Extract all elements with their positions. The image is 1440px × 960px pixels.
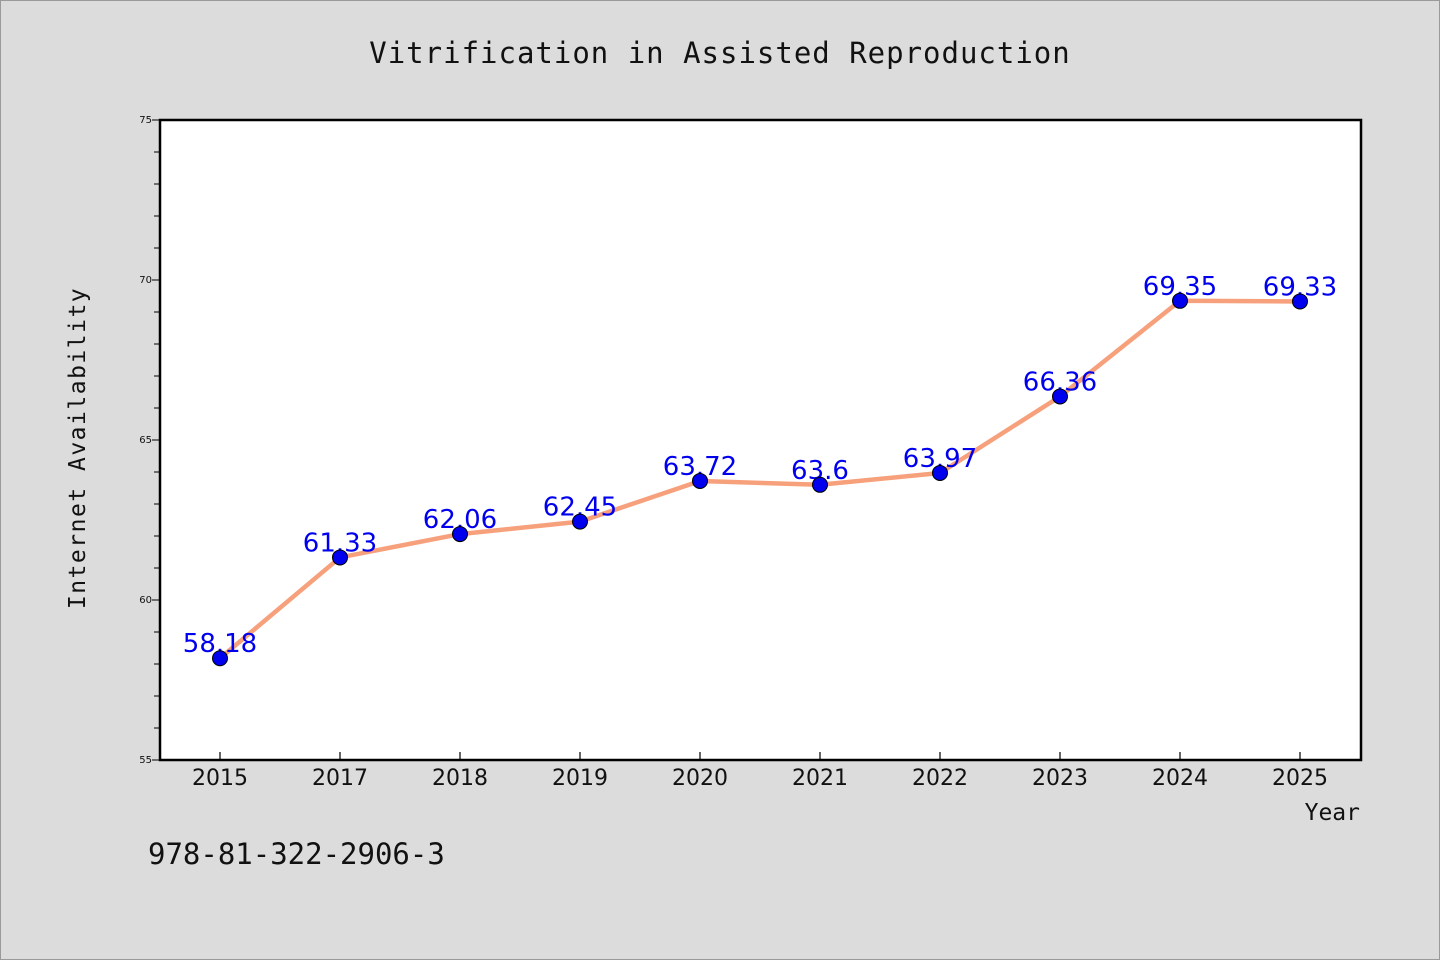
data-point bbox=[1172, 292, 1188, 309]
y-tick-label: 65 bbox=[139, 435, 152, 446]
chart-title: Vitrification in Assisted Reproduction bbox=[369, 36, 1070, 70]
x-tick-label: 2021 bbox=[792, 766, 848, 791]
y-tick-label: 60 bbox=[139, 595, 152, 606]
y-tick-label: 75 bbox=[139, 115, 152, 126]
x-tick-label: 2023 bbox=[1032, 766, 1088, 791]
data-point bbox=[812, 476, 828, 493]
data-point bbox=[1292, 293, 1308, 310]
x-tick-label: 2022 bbox=[912, 766, 968, 791]
isbn-text: 978-81-322-2906-3 bbox=[148, 837, 445, 871]
x-tick-label: 2015 bbox=[192, 766, 248, 791]
y-tick-label: 55 bbox=[139, 755, 152, 766]
data-point bbox=[1052, 388, 1068, 405]
series-line bbox=[218, 298, 1301, 660]
x-tick-label: 2017 bbox=[312, 766, 368, 791]
plot-area bbox=[158, 118, 1363, 762]
y-tick-label: 70 bbox=[139, 275, 152, 286]
data-point bbox=[932, 464, 948, 481]
x-tick-label: 2020 bbox=[672, 766, 728, 791]
x-tick-label: 2019 bbox=[552, 766, 608, 791]
y-axis-label: Internet Availability bbox=[65, 287, 91, 609]
x-axis-label: Year bbox=[1305, 800, 1360, 826]
data-point bbox=[332, 549, 348, 566]
data-point bbox=[212, 650, 228, 667]
data-point bbox=[692, 472, 708, 489]
data-point bbox=[572, 513, 588, 530]
y-axis: 55 60 65 70 75 bbox=[139, 115, 160, 766]
data-point bbox=[452, 526, 468, 543]
x-axis: 2015 2017 2018 2019 2020 2021 2022 2023 2024 2025 bbox=[192, 752, 1328, 791]
x-tick-label: 2018 bbox=[432, 766, 488, 791]
x-tick-label: 2024 bbox=[1152, 766, 1208, 791]
x-tick-label: 2025 bbox=[1272, 766, 1328, 791]
